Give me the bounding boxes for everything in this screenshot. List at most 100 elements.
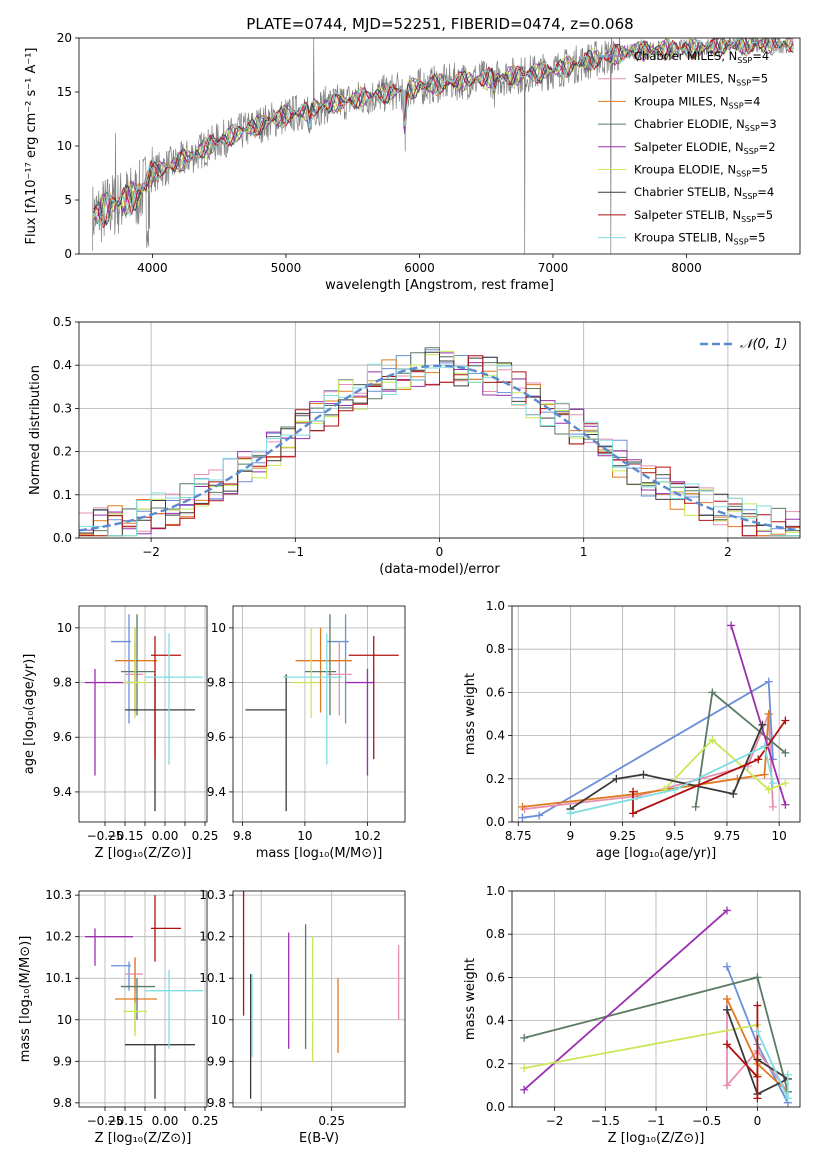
plus-marker <box>639 770 648 779</box>
x-tick-label: −0.25 <box>87 829 124 843</box>
weight-line-chabrier-miles <box>522 680 774 819</box>
axes-frame <box>78 321 801 539</box>
y-tick-label: 9.4 <box>207 785 226 799</box>
axes-frame <box>78 605 208 823</box>
grid-weight_vs_age <box>512 605 800 823</box>
x-tick-label: −2 <box>142 545 160 559</box>
x-tick-label: 10 <box>297 829 312 843</box>
x-tick-label: −1.5 <box>591 1114 620 1128</box>
plot-area-spectrum <box>91 38 794 254</box>
y-tick-label: 0.4 <box>53 358 72 372</box>
x-tick-label: 0.00 <box>152 829 179 843</box>
legend-label: Chabrier ELODIE, NSSP=3 <box>634 117 777 133</box>
weight-line-kroupa-elodie <box>524 1023 759 1075</box>
y-tick-label: 0.2 <box>486 1057 505 1071</box>
plot-area-weight_vs_age <box>518 621 790 822</box>
y-tick-label: 0.4 <box>486 729 505 743</box>
y-tick-label: 10.2 <box>199 930 226 944</box>
plus-marker <box>670 785 679 794</box>
plus-marker <box>753 1072 762 1081</box>
y-tick-label: 0.0 <box>486 1100 505 1114</box>
y-tick-label: 1.0 <box>486 599 505 613</box>
x-axis-label: mass [log₁₀(M/M⊙)] <box>256 846 383 861</box>
x-tick-label: 1 <box>580 545 588 559</box>
normal-curve <box>79 364 800 532</box>
plus-marker <box>518 802 527 811</box>
legend-label: 𝒩(0, 1) <box>740 337 787 352</box>
model-line-salpeter-stelib <box>93 38 794 229</box>
plus-marker <box>633 789 642 798</box>
x-tick-label: 6000 <box>404 261 435 275</box>
histogram-kroupa-stelib <box>79 363 800 537</box>
x-tick-label: 8.75 <box>505 829 532 843</box>
model-line-chabrier-elodie <box>93 38 790 225</box>
x-tick-label: 10 <box>771 829 786 843</box>
y-axis-label: mass weight <box>463 958 478 1040</box>
x-axis-label: age [log₁₀(age/yr)] <box>596 846 717 861</box>
x-axis-label: wavelength [Angstrom, rest frame] <box>325 278 554 293</box>
plus-marker <box>727 621 736 630</box>
y-tick-label: 10.3 <box>199 888 226 902</box>
y-tick-label: 0.2 <box>486 772 505 786</box>
x-tick-label: −0.5 <box>692 1114 721 1128</box>
plus-marker <box>760 770 769 779</box>
y-tick-label: 0.8 <box>486 927 505 941</box>
plot-area-age_vs_Z <box>85 614 203 812</box>
y-tick-label: 0.0 <box>486 815 505 829</box>
plus-marker <box>764 785 773 794</box>
x-tick-label: 0.25 <box>192 829 219 843</box>
y-tick-label: 0.1 <box>53 488 72 502</box>
y-tick-label: 0.2 <box>53 445 72 459</box>
legend-label: Chabrier STELIB, NSSP=4 <box>634 185 774 201</box>
y-tick-label: 9.6 <box>53 730 72 744</box>
y-tick-label: 9.8 <box>53 676 72 690</box>
plus-marker <box>760 742 769 751</box>
x-tick-label: 8000 <box>671 261 702 275</box>
x-tick-label: 9.75 <box>714 829 741 843</box>
plus-marker <box>708 688 717 697</box>
x-tick-label: 0 <box>436 545 444 559</box>
plot-area-residuals <box>79 347 800 537</box>
y-tick-label: 0.6 <box>486 685 505 699</box>
legend-label: Salpeter STELIB, NSSP=5 <box>634 208 773 224</box>
plus-marker <box>520 1085 529 1094</box>
plus-marker <box>722 1040 731 1049</box>
data-spectrum-line <box>92 38 794 254</box>
legend-label: Kroupa STELIB, NSSP=5 <box>634 231 765 247</box>
plus-marker <box>629 787 638 796</box>
y-tick-label: 15 <box>57 85 72 99</box>
x-tick-label: 9 <box>567 829 575 843</box>
plus-marker <box>753 973 762 982</box>
spectrum-legend: Chabrier MILES, NSSP=4 Salpeter MILES, NS… <box>598 49 777 247</box>
weight-line-kroupa-stelib <box>570 745 774 815</box>
y-tick-label: 0.4 <box>486 1014 505 1028</box>
plus-marker <box>753 1094 762 1103</box>
y-axis-label: Flux [fλ10⁻¹⁷ erg cm⁻² s⁻¹ A⁻¹] <box>24 48 39 245</box>
y-tick-label: 10 <box>57 139 72 153</box>
plus-marker <box>764 710 773 718</box>
x-axis-label: Z [log₁₀(Z/Z⊙)] <box>95 1131 192 1146</box>
x-tick-label: 7000 <box>538 261 569 275</box>
model-line-kroupa-stelib <box>92 38 793 227</box>
panel-age_vs_mass: 9.8 10 10.2 9.4 9.6 9.8 10 mass [log₁₀(M/M⊙)] <box>207 605 406 861</box>
y-tick-label: 9.8 <box>207 676 226 690</box>
x-axis-label: Z [log₁₀(Z/Z⊙)] <box>608 1131 705 1146</box>
y-axis-label: age [log₁₀(age/yr)] <box>22 654 37 775</box>
x-tick-label: 0.25 <box>192 1114 219 1128</box>
y-tick-label: 0.8 <box>486 642 505 656</box>
x-tick-label: −0.15 <box>107 829 144 843</box>
y-axis-label: mass [log₁₀(M/M⊙)] <box>18 936 33 1063</box>
grid-age_vs_Z <box>79 606 207 822</box>
x-tick-label: 9.8 <box>233 829 252 843</box>
plus-marker <box>781 748 790 757</box>
x-tick-label: 10.2 <box>354 829 381 843</box>
legend-label: Salpeter ELODIE, NSSP=2 <box>634 140 776 156</box>
y-tick-label: 9.6 <box>207 730 226 744</box>
legend-label: Salpeter MILES, NSSP=5 <box>634 72 768 88</box>
y-tick-label: 20 <box>57 31 72 45</box>
x-tick-label: 9.5 <box>665 829 684 843</box>
x-tick-label: −0.15 <box>107 1114 144 1128</box>
axes-frame <box>511 605 801 823</box>
plus-marker <box>729 789 738 798</box>
